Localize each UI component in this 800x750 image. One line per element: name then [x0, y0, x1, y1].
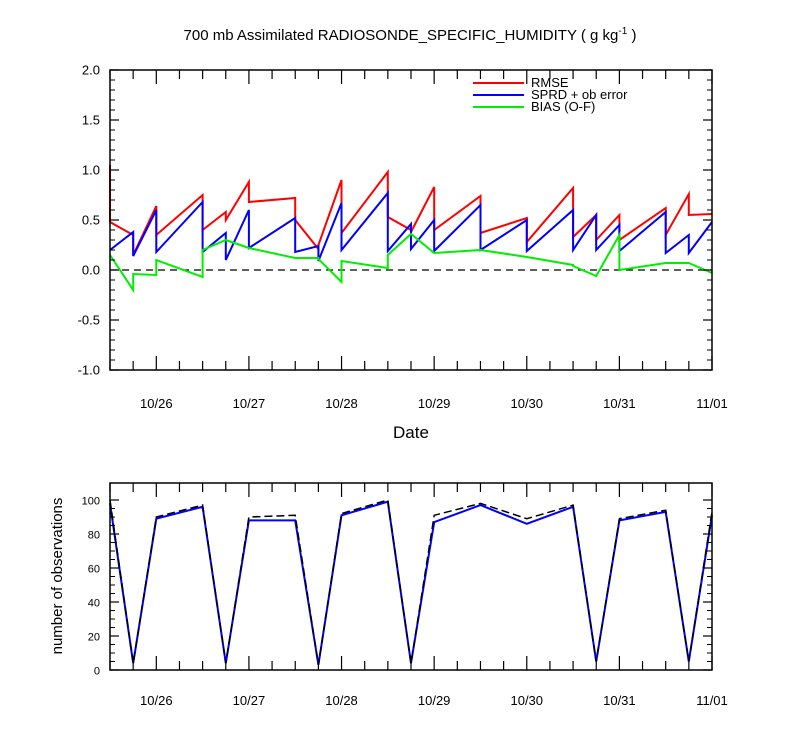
y-tick-label: 100: [82, 496, 100, 508]
y-tick-label: 40: [88, 598, 100, 610]
bottom-series-layer: [109, 499, 713, 666]
y-tick-label: 0.5: [82, 213, 100, 228]
chart-title-exponent: -1: [618, 26, 627, 37]
x-tick-label: 10/26: [140, 693, 173, 708]
y-tick-label: 20: [88, 632, 100, 644]
legend-label: SPRD + ob error: [531, 87, 628, 102]
chart-title-text: 700 mb Assimilated RADIOSONDE_SPECIFIC_H…: [184, 27, 619, 44]
x-tick-label: 10/28: [325, 396, 358, 411]
series-line-bias-o-f: [109, 231, 713, 294]
y-tick-label: 1.5: [82, 113, 100, 128]
bottom-panel: 0 20 40 60 80 100 10/26 10/27 10/28 10/29 10/30 10/…: [49, 482, 728, 708]
chart-title-end: ): [627, 27, 636, 44]
x-tick-label: 10/27: [233, 693, 266, 708]
top-plot-frame: [109, 69, 713, 371]
series-line-observations-used: [109, 500, 713, 666]
y-tick-label: 0.0: [82, 263, 100, 278]
x-tick-label: 11/01: [696, 396, 728, 411]
x-tick-label: 10/29: [418, 396, 451, 411]
y-tick-label: -0.5: [78, 313, 100, 328]
y-tick-label: 80: [88, 530, 100, 542]
x-tick-label: 10/26: [140, 396, 173, 411]
y-tick-label: 1.0: [82, 163, 100, 178]
top-series-layer: [109, 165, 713, 294]
x-axis-label: Date: [393, 423, 429, 442]
x-tick-label: 11/01: [696, 693, 728, 708]
y-tick-label: 2.0: [82, 63, 100, 78]
legend-label: RMSE: [531, 75, 569, 90]
legend-label: BIAS (O-F): [531, 99, 595, 114]
x-tick-label: 10/28: [325, 693, 358, 708]
chart-title: 700 mb Assimilated RADIOSONDE_SPECIFIC_H…: [184, 26, 637, 44]
x-tick-label: 10/30: [510, 693, 543, 708]
top-tick-layer: -1.0 -0.5 0.0 0.5 1.0 1.5 2.0 10/26 10/27 10/28 10…: [78, 63, 728, 412]
x-tick-label: 10/31: [603, 396, 636, 411]
bottom-plot-frame: [109, 482, 713, 671]
x-tick-label: 10/30: [510, 396, 543, 411]
x-tick-label: 10/31: [603, 693, 636, 708]
y-axis-label: number of observations: [49, 498, 66, 655]
x-tick-label: 10/27: [233, 396, 266, 411]
y-tick-label: 0: [94, 666, 100, 678]
y-tick-label: 60: [88, 564, 100, 576]
series-line-sprd-ob-error: [109, 190, 713, 262]
top-panel: 700 mb Assimilated RADIOSONDE_SPECIFIC_H…: [78, 26, 728, 442]
y-tick-label: -1.0: [78, 363, 100, 378]
x-tick-label: 10/29: [418, 693, 451, 708]
series-line-observations-possible: [109, 499, 713, 666]
